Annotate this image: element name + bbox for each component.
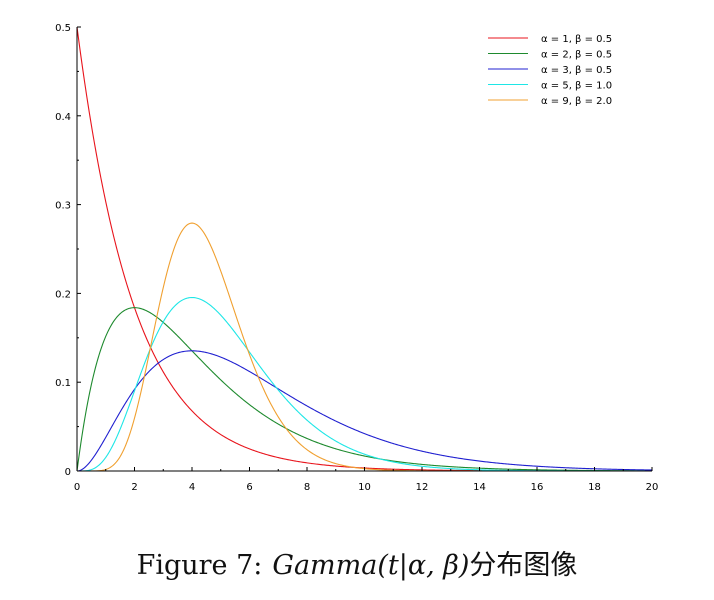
x-tick-label: 4 xyxy=(189,482,195,493)
x-tick-label: 0 xyxy=(74,482,80,493)
figure-caption: Figure 7: Gamma(t|α, β)分布图像 xyxy=(0,543,714,582)
series-line-3 xyxy=(76,350,653,472)
legend-label-2: α = 2, β = 0.5 xyxy=(541,50,612,61)
gamma-distribution-chart: 0 2 4 6 8 10 12 14 16 18 20 0 0.1 0.2 0.3 0.4 0.5 α = 1… xyxy=(55,23,659,493)
x-tick-label: 18 xyxy=(588,482,601,493)
caption-suffix: 分布图像 xyxy=(469,550,578,581)
y-tick-label: 0.5 xyxy=(55,23,71,34)
y-tick-label: 0.2 xyxy=(55,289,71,300)
x-tick-label: 2 xyxy=(131,482,137,493)
x-tick-label: 8 xyxy=(304,482,310,493)
legend-label-1: α = 1, β = 0.5 xyxy=(541,34,612,45)
x-axis-ticks: 0 2 4 6 8 10 12 14 16 18 20 xyxy=(74,467,659,493)
series-line-2 xyxy=(76,307,652,472)
x-tick-label: 12 xyxy=(416,482,429,493)
caption-label: Figure 7: xyxy=(136,550,263,581)
legend: α = 1, β = 0.5 α = 2, β = 0.5 α = 3, β = 0… xyxy=(488,34,612,107)
plot-lines xyxy=(76,26,653,472)
caption-formula: Gamma(t|α, β) xyxy=(272,550,470,581)
y-tick-label: 0.4 xyxy=(55,112,71,123)
axes xyxy=(76,27,652,472)
x-tick-label: 20 xyxy=(646,482,659,493)
series-line-1 xyxy=(76,26,652,472)
x-tick-label: 6 xyxy=(246,482,252,493)
legend-label-5: α = 9, β = 2.0 xyxy=(541,96,612,107)
x-tick-label: 10 xyxy=(358,482,371,493)
legend-label-4: α = 5, β = 1.0 xyxy=(541,81,612,92)
series-line-4 xyxy=(77,296,652,472)
x-tick-label: 14 xyxy=(473,482,486,493)
legend-label-3: α = 3, β = 0.5 xyxy=(541,65,612,76)
y-axis-ticks: 0 0.1 0.2 0.3 0.4 0.5 xyxy=(55,23,81,478)
y-tick-label: 0 xyxy=(65,467,71,478)
y-tick-label: 0.1 xyxy=(55,378,71,389)
y-tick-label: 0.3 xyxy=(55,201,71,212)
x-tick-label: 16 xyxy=(531,482,544,493)
